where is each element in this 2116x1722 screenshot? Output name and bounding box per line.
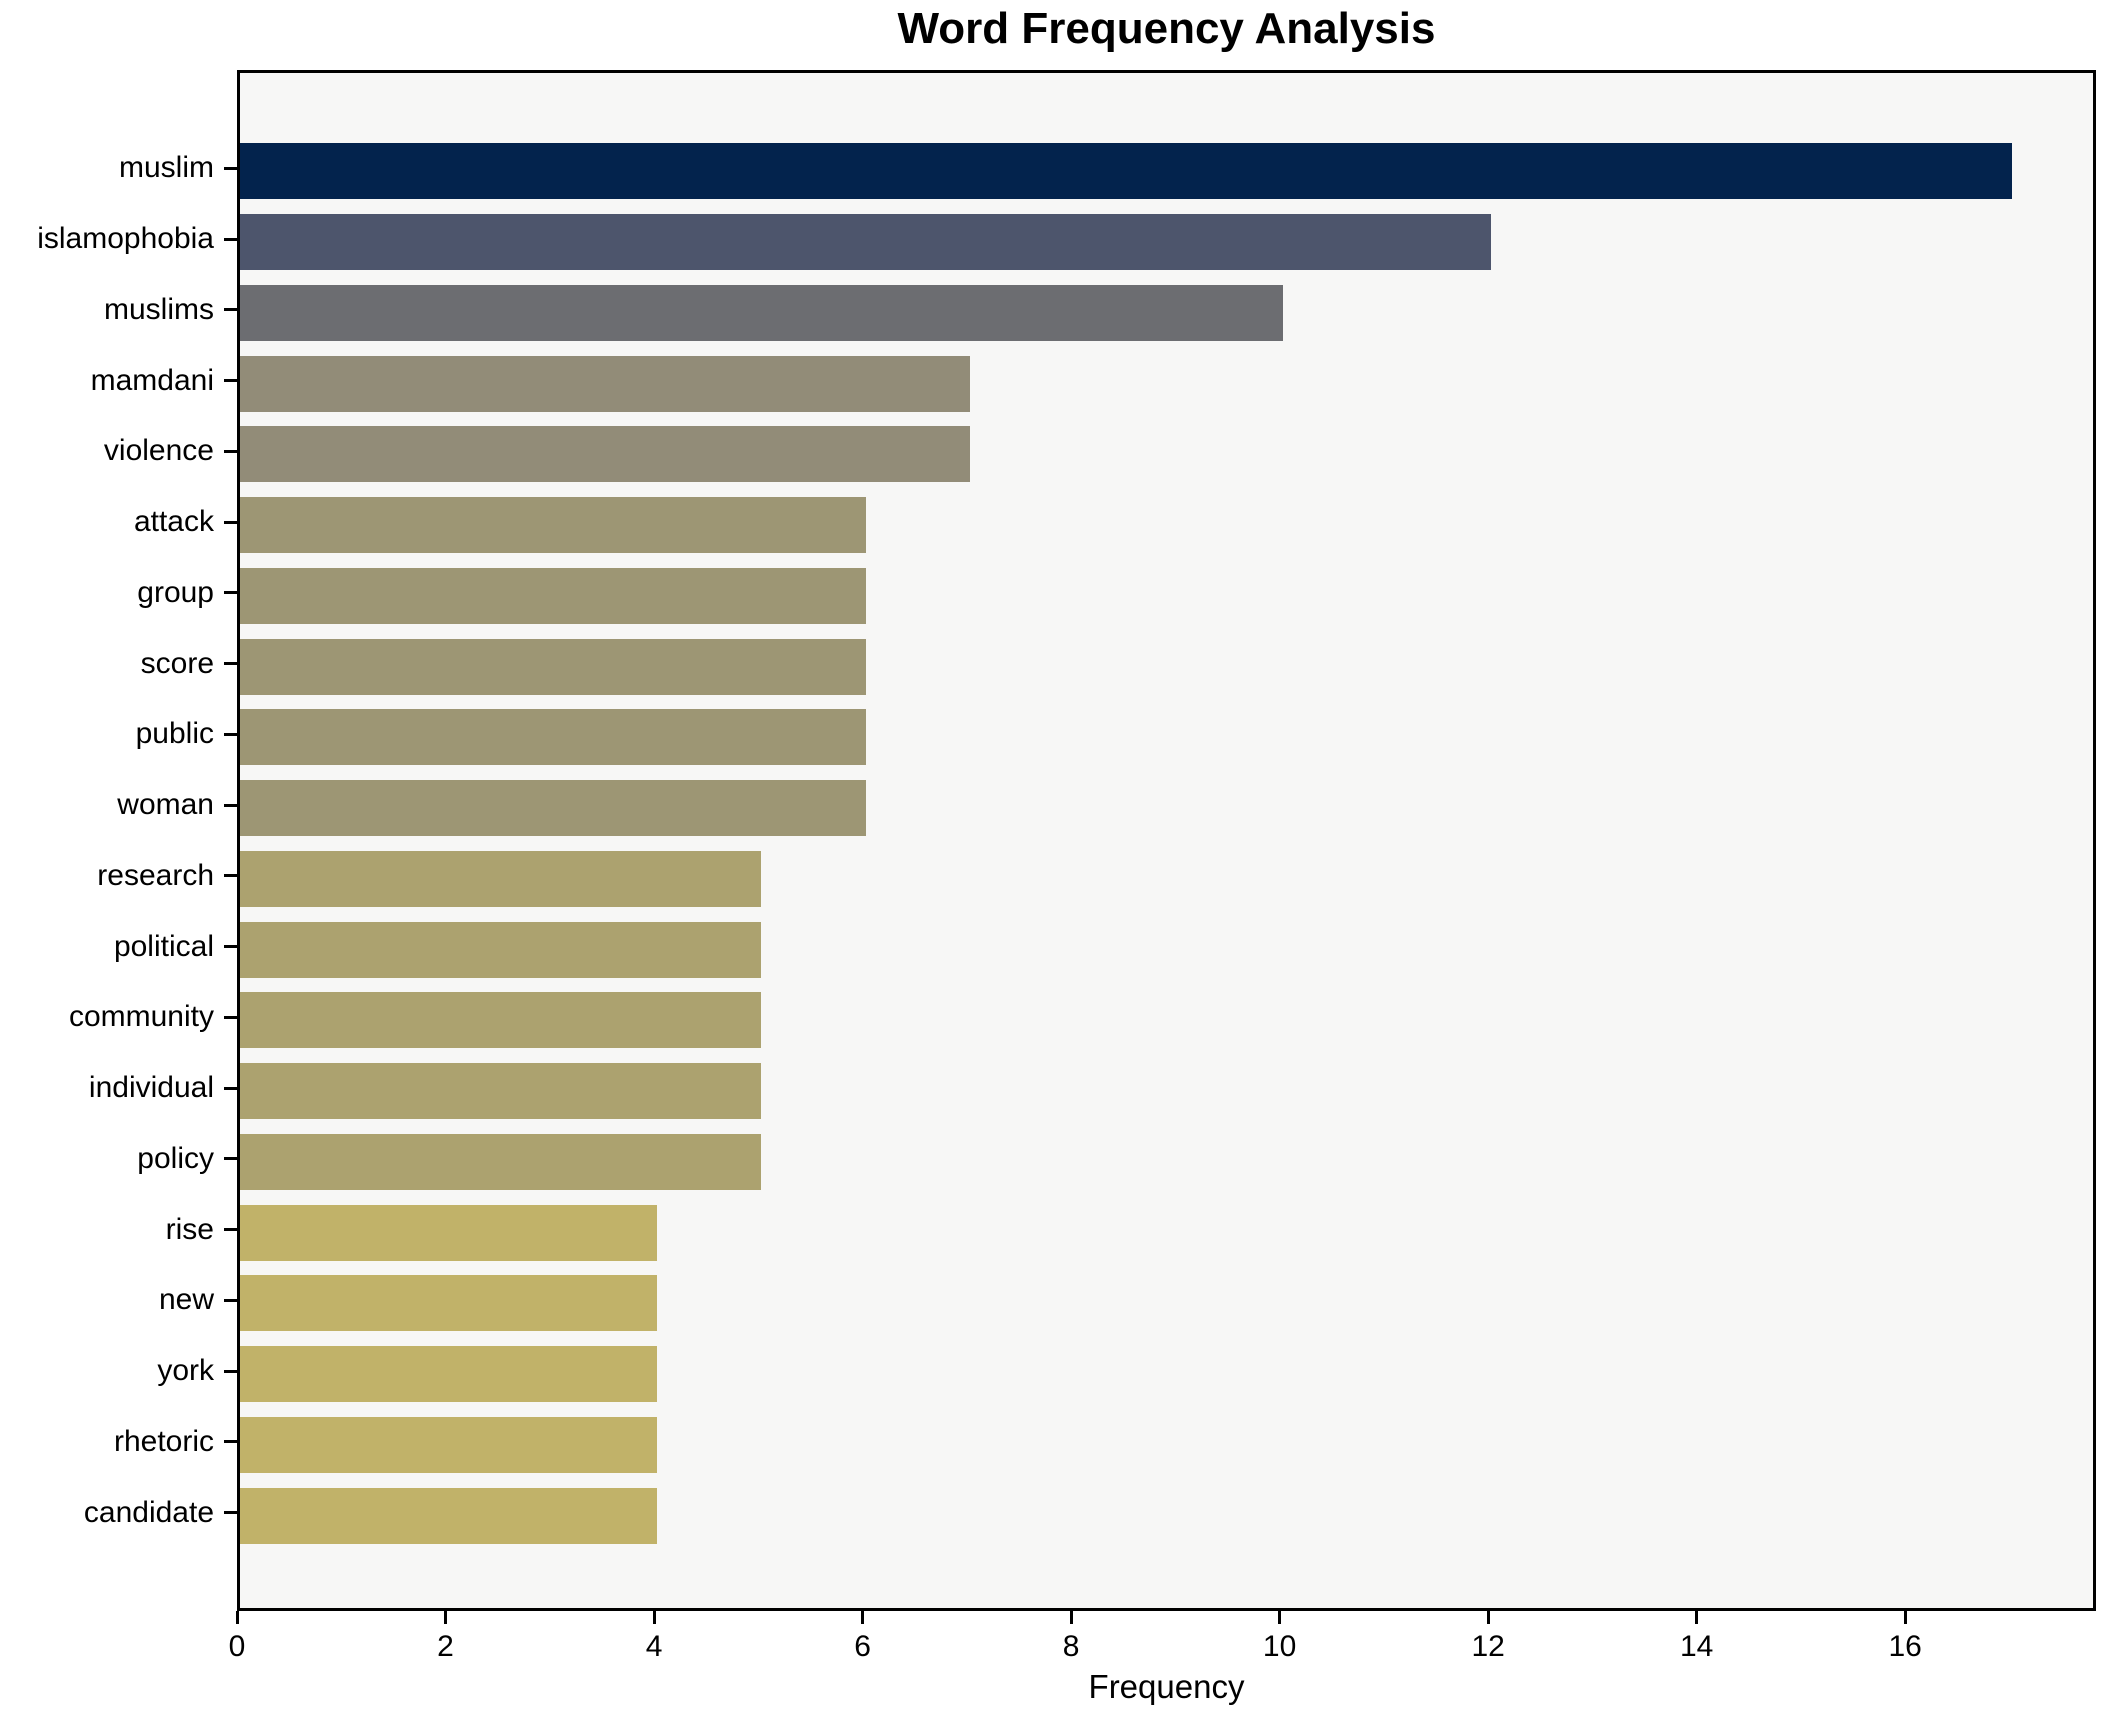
x-tick-label: 10: [1262, 1630, 1297, 1663]
y-tick-label: woman: [117, 788, 214, 822]
y-tick-label: york: [157, 1354, 214, 1388]
y-tick-label: rhetoric: [113, 1424, 214, 1458]
bar-score: [240, 638, 866, 695]
y-tick-mark: [224, 308, 237, 312]
x-tick-label: 12: [1471, 1630, 1505, 1663]
bar-rhetoric: [240, 1416, 658, 1473]
x-tick-mark: [444, 1611, 448, 1624]
y-tick-mark: [224, 1086, 237, 1090]
y-tick-label: political: [113, 929, 214, 963]
y-tick-mark: [224, 662, 237, 666]
y-tick-mark: [224, 1298, 237, 1302]
bar-rise: [240, 1204, 658, 1261]
bar-violence: [240, 426, 970, 483]
bar-political: [240, 921, 762, 978]
x-tick-mark: [235, 1611, 239, 1624]
y-tick-label: muslims: [104, 292, 214, 326]
y-tick-mark: [224, 945, 237, 949]
bar-islamophobia: [240, 214, 1492, 271]
y-tick-mark: [224, 166, 237, 170]
y-tick-mark: [224, 1369, 237, 1373]
x-axis-label: Frequency: [1088, 1668, 1245, 1705]
y-tick-mark: [224, 1511, 237, 1515]
y-tick-mark: [224, 874, 237, 878]
x-tick-mark: [1486, 1611, 1490, 1624]
y-tick-mark: [224, 379, 237, 383]
bar-attack: [240, 497, 866, 554]
bar-mamdani: [240, 355, 970, 412]
y-tick-mark: [224, 1015, 237, 1019]
bar-individual: [240, 1063, 762, 1120]
x-tick-label: 14: [1679, 1630, 1714, 1663]
y-tick-mark: [224, 237, 237, 241]
y-tick-label: rise: [165, 1212, 214, 1246]
bar-muslim: [240, 143, 2013, 200]
bar-public: [240, 709, 866, 766]
y-tick-mark: [224, 1228, 237, 1232]
bar-york: [240, 1346, 658, 1403]
y-tick-label: policy: [137, 1141, 214, 1175]
bar-new: [240, 1275, 658, 1332]
y-tick-mark: [224, 1440, 237, 1444]
x-tick-label: 16: [1888, 1630, 1922, 1663]
x-tick-label: 0: [228, 1630, 246, 1663]
bar-muslims: [240, 284, 1283, 341]
y-tick-mark: [224, 1157, 237, 1161]
x-tick-label: 8: [1062, 1630, 1080, 1663]
y-tick-label: candidate: [83, 1495, 214, 1529]
y-tick-label: muslim: [119, 151, 214, 185]
y-tick-label: score: [140, 646, 214, 680]
y-tick-mark: [224, 520, 237, 524]
x-tick-mark: [1695, 1611, 1699, 1624]
x-tick-mark: [1278, 1611, 1282, 1624]
y-tick-label: new: [158, 1283, 214, 1317]
bar-community: [240, 992, 762, 1049]
x-tick-mark: [652, 1611, 656, 1624]
y-tick-label: islamophobia: [37, 222, 214, 256]
x-tick-mark: [1903, 1611, 1907, 1624]
chart-title: Word Frequency Analysis: [897, 4, 1436, 53]
y-tick-label: individual: [88, 1071, 214, 1105]
y-tick-mark: [224, 732, 237, 736]
y-tick-label: attack: [133, 505, 214, 539]
x-tick-mark: [1069, 1611, 1073, 1624]
bar-woman: [240, 780, 866, 837]
bar-policy: [240, 1133, 762, 1190]
y-tick-label: public: [135, 717, 214, 751]
bar-group: [240, 567, 866, 624]
x-tick-label: 4: [645, 1630, 663, 1663]
y-tick-label: research: [97, 858, 214, 892]
plot-area: [237, 70, 2096, 1611]
y-tick-label: community: [68, 1000, 214, 1034]
y-tick-mark: [224, 449, 237, 453]
bar-research: [240, 850, 762, 907]
y-tick-mark: [224, 591, 237, 595]
x-tick-label: 2: [437, 1630, 454, 1663]
x-tick-mark: [861, 1611, 865, 1624]
y-tick-label: mamdani: [90, 363, 214, 397]
y-tick-mark: [224, 803, 237, 807]
y-tick-label: group: [137, 575, 214, 609]
bar-candidate: [240, 1487, 658, 1544]
x-tick-label: 6: [854, 1630, 871, 1663]
y-tick-label: violence: [103, 434, 214, 468]
